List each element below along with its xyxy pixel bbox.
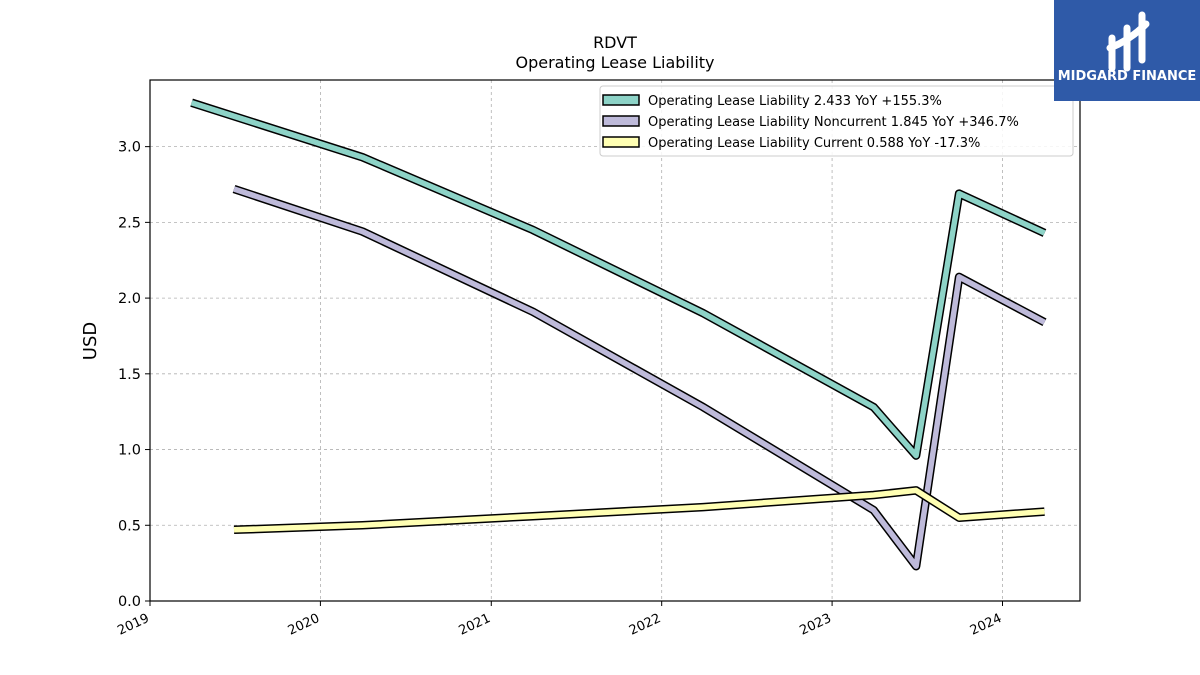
y-tick-label: 0.0	[118, 594, 141, 610]
logo-mark-icon	[1106, 11, 1150, 72]
series-lines	[190, 98, 1047, 571]
legend: Operating Lease Liability 2.433 YoY +155…	[599, 85, 1074, 157]
midgard-finance-logo: MIDGARD FINANCE	[1054, 0, 1200, 101]
series-1-line	[232, 184, 1047, 571]
legend-box	[599, 85, 1074, 157]
series-line	[233, 186, 1046, 569]
y-tick-label: 3.0	[118, 140, 141, 156]
y-tick-label: 2.5	[118, 215, 141, 231]
y-tick-label: 0.5	[118, 518, 141, 534]
legend-item: Operating Lease Liability 2.433 YoY +155…	[602, 94, 942, 109]
y-axis-label: USD	[80, 322, 101, 360]
legend-label: Operating Lease Liability Current 0.588 …	[648, 136, 980, 151]
legend-label: Operating Lease Liability 2.433 YoY +155…	[648, 94, 942, 109]
series-0-line	[190, 98, 1047, 460]
legend-swatch	[602, 115, 640, 127]
legend-label: Operating Lease Liability Noncurrent 1.8…	[648, 115, 1019, 130]
y-tick-label: 1.0	[118, 443, 141, 459]
y-tick-label: 1.5	[118, 367, 141, 383]
logo-text: MIDGARD FINANCE	[1058, 69, 1197, 84]
y-axis-ticks: 0.0 0.5 1.0 1.5 2.0 2.5 3.0	[118, 140, 150, 610]
y-tick-label: 2.0	[118, 291, 141, 307]
chart-title: RDVT	[593, 33, 637, 52]
series-line	[190, 100, 1046, 459]
series-line	[233, 487, 1045, 533]
series-2-line	[233, 486, 1045, 535]
plot-area-frame	[149, 79, 1081, 602]
chart-subtitle: Operating Lease Liability	[515, 53, 714, 72]
legend-item: Operating Lease Liability Current 0.588 …	[602, 136, 980, 151]
legend-swatch	[602, 94, 640, 106]
legend-swatch	[602, 136, 640, 148]
legend-item: Operating Lease Liability Noncurrent 1.8…	[602, 115, 1019, 130]
